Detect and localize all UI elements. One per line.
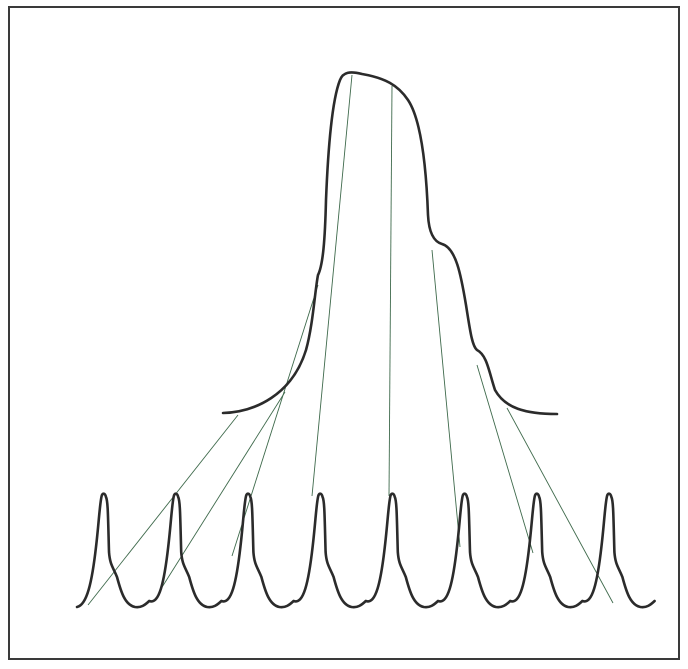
main-curve xyxy=(221,71,559,416)
connector-line-5 xyxy=(388,85,393,497)
connector-line-6 xyxy=(431,249,461,548)
connector-line-7 xyxy=(476,364,534,554)
pulse-train xyxy=(75,492,656,609)
connector-lines xyxy=(87,74,614,606)
connector-line-3 xyxy=(231,284,319,557)
connector-line-8 xyxy=(506,407,614,604)
diagram-frame xyxy=(8,6,680,660)
connector-line-4 xyxy=(311,74,353,497)
connector-line-1 xyxy=(87,414,239,606)
connector-line-2 xyxy=(158,391,286,593)
